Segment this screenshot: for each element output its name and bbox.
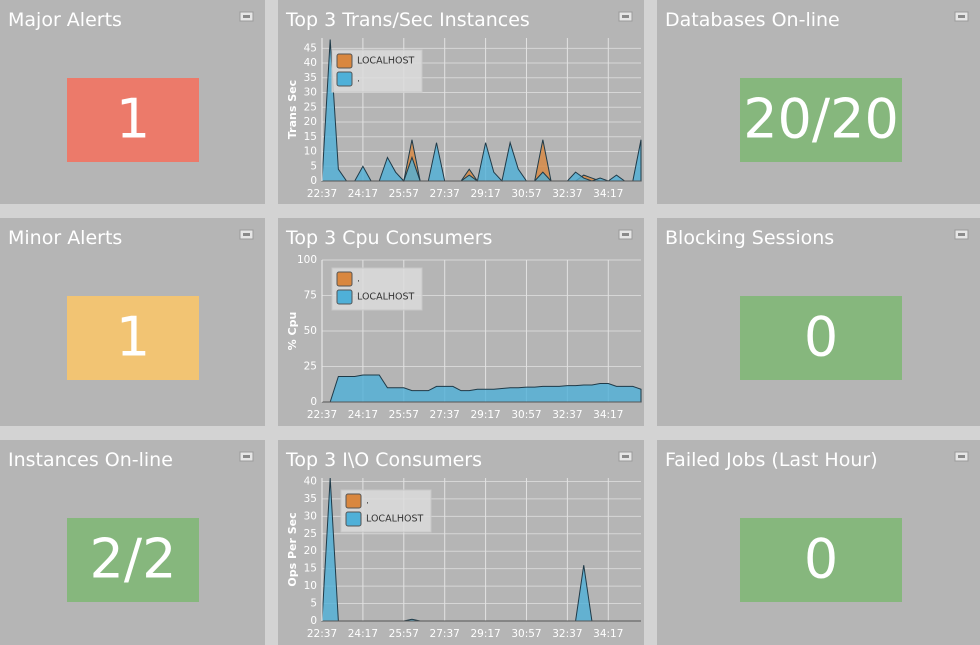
y-tick-label: 30 (304, 510, 317, 522)
y-tick-label: 40 (304, 475, 317, 487)
x-tick-label: 24:17 (348, 628, 378, 640)
status-value: 0 (804, 306, 838, 369)
legend-swatch (336, 271, 353, 287)
legend-label: . (357, 274, 360, 285)
tile-title: Major Alerts (8, 9, 122, 31)
y-tick-label: 0 (310, 175, 317, 187)
y-axis-title: % Cpu (286, 312, 299, 351)
y-tick-label: 10 (304, 580, 317, 592)
y-tick-label: 35 (304, 72, 317, 84)
y-tick-label: 5 (310, 598, 317, 610)
y-tick-label: 35 (304, 493, 317, 505)
x-tick-label: 22:37 (307, 628, 337, 640)
y-tick-label: 100 (297, 254, 317, 266)
tile-title: Instances On-line (8, 449, 173, 471)
x-tick-label: 29:17 (470, 628, 500, 640)
tile-title: Databases On-line (665, 9, 840, 31)
y-tick-label: 15 (304, 131, 317, 143)
status-value: 2/2 (90, 528, 177, 591)
x-tick-label: 25:57 (389, 409, 419, 421)
y-tick-label: 0 (310, 396, 317, 408)
x-tick-label: 25:57 (389, 188, 419, 200)
x-tick-label: 25:57 (389, 628, 419, 640)
legend-swatch (336, 53, 353, 69)
x-tick-label: 27:37 (430, 188, 460, 200)
legend-label: LOCALHOST (357, 292, 415, 303)
status-box (740, 296, 902, 380)
legend-swatch (336, 71, 353, 87)
minimize-bar (958, 233, 965, 236)
status-value: 0 (804, 528, 838, 591)
x-tick-label: 34:17 (593, 409, 623, 421)
status-box (740, 78, 902, 162)
y-tick-label: 15 (304, 563, 317, 575)
minimize-bar (243, 233, 250, 236)
x-tick-label: 32:37 (552, 188, 582, 200)
status-value: 20/20 (743, 88, 899, 151)
y-tick-label: 40 (304, 57, 317, 69)
x-tick-label: 29:17 (470, 409, 500, 421)
x-tick-label: 30:57 (511, 409, 541, 421)
x-tick-label: 24:17 (348, 188, 378, 200)
y-tick-label: 5 (310, 160, 317, 172)
x-tick-label: 30:57 (511, 188, 541, 200)
x-tick-label: 27:37 (430, 628, 460, 640)
chart-title: Top 3 Trans/Sec Instances (285, 9, 530, 31)
y-tick-label: 45 (304, 42, 317, 54)
x-tick-label: 34:17 (593, 188, 623, 200)
chart-title: Top 3 Cpu Consumers (285, 227, 492, 249)
y-tick-label: 75 (304, 290, 317, 302)
minimize-bar (958, 15, 965, 18)
status-box (67, 518, 199, 602)
y-tick-label: 0 (310, 615, 317, 627)
x-tick-label: 22:37 (307, 188, 337, 200)
x-tick-label: 22:37 (307, 409, 337, 421)
y-tick-label: 30 (304, 87, 317, 99)
y-tick-label: 25 (304, 361, 317, 373)
y-axis-title: Ops Per Sec (286, 512, 299, 586)
x-tick-label: 30:57 (511, 628, 541, 640)
tile-title: Minor Alerts (8, 227, 122, 249)
x-tick-label: 29:17 (470, 188, 500, 200)
minimize-bar (243, 15, 250, 18)
y-tick-label: 20 (304, 116, 317, 128)
status-value: 1 (116, 88, 150, 151)
x-tick-label: 27:37 (430, 409, 460, 421)
y-tick-label: 25 (304, 528, 317, 540)
chart-title: Top 3 I\O Consumers (285, 449, 482, 471)
status-box (67, 78, 199, 162)
minimize-bar (622, 233, 629, 236)
status-box (67, 296, 199, 380)
legend-label: . (357, 74, 360, 85)
minimize-bar (958, 455, 965, 458)
y-tick-label: 20 (304, 545, 317, 557)
y-tick-label: 10 (304, 146, 317, 158)
x-tick-label: 32:37 (552, 628, 582, 640)
legend-label: LOCALHOST (366, 514, 424, 525)
y-axis-title: Trans Sec (286, 80, 299, 139)
legend-swatch (345, 511, 362, 527)
x-tick-label: 34:17 (593, 628, 623, 640)
x-tick-label: 32:37 (552, 409, 582, 421)
minimize-bar (622, 455, 629, 458)
tile-title: Blocking Sessions (665, 227, 834, 249)
minimize-bar (622, 15, 629, 18)
minimize-bar (243, 455, 250, 458)
legend-label: LOCALHOST (357, 56, 415, 67)
area-series (322, 374, 642, 403)
status-value: 1 (116, 306, 150, 369)
tile-title: Failed Jobs (Last Hour) (665, 449, 878, 471)
status-box (740, 518, 902, 602)
legend-swatch (336, 289, 353, 305)
legend-swatch (345, 493, 362, 509)
x-tick-label: 24:17 (348, 409, 378, 421)
legend-label: . (366, 496, 369, 507)
y-tick-label: 50 (304, 325, 317, 337)
y-tick-label: 25 (304, 101, 317, 113)
